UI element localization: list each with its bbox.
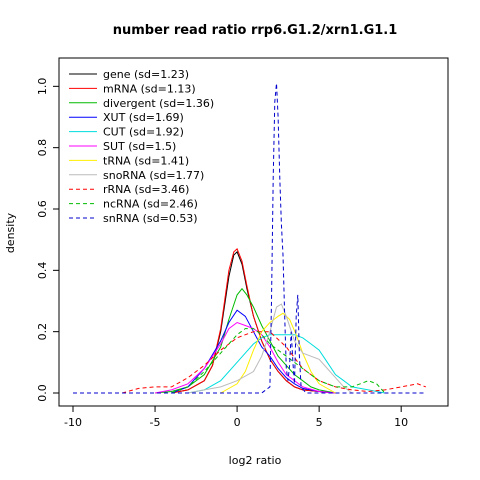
legend-label: snRNA (sd=0.53): [103, 212, 198, 225]
legend-label: gene (sd=1.23): [103, 68, 189, 81]
series-line-7: [187, 303, 353, 394]
plot-frame: [58, 57, 449, 407]
y-tick-label: 0.4: [36, 262, 49, 280]
series-layer: [73, 83, 426, 394]
legend-label: rRNA (sd=3.46): [103, 183, 189, 196]
axis-ticks: -10 -5 0 5 10 0.0 0.2 0.4 0.6 0.8 1.0: [36, 78, 408, 429]
x-tick-label: 5: [316, 416, 323, 429]
y-tick-label: 0.6: [36, 200, 49, 218]
y-axis-label: density: [4, 212, 17, 253]
legend-label: XUT (sd=1.69): [103, 111, 184, 124]
series-line-4: [187, 334, 385, 394]
series-line-3: [171, 309, 336, 394]
series-line-6: [220, 312, 336, 394]
x-tick-label: -10: [64, 416, 82, 429]
y-tick-label: 0.0: [36, 384, 49, 402]
series-line-8: [122, 331, 426, 394]
legend: gene (sd=1.23)mRNA (sd=1.13) divergent (s…: [69, 68, 214, 225]
y-tick-label: 1.0: [36, 78, 49, 96]
legend-label: mRNA (sd=1.13): [103, 82, 196, 95]
chart-title: number read ratio rrp6.G1.2/xrn1.G1.1: [113, 23, 398, 38]
series-line-10: [73, 83, 426, 394]
legend-label: snoRNA (sd=1.77): [103, 169, 204, 182]
series-line-1: [171, 248, 336, 394]
legend-label: tRNA (sd=1.41): [103, 154, 189, 167]
series-line-9: [171, 328, 386, 394]
legend-label: divergent (sd=1.36): [103, 97, 214, 110]
y-tick-label: 0.8: [36, 139, 49, 157]
x-tick-label: -5: [150, 416, 161, 429]
legend-label: SUT (sd=1.5): [103, 140, 176, 153]
x-axis-label: log2 ratio: [229, 454, 282, 467]
legend-label: CUT (sd=1.92): [103, 126, 184, 139]
x-tick-label: 0: [234, 416, 241, 429]
series-line-2: [154, 287, 336, 394]
series-line-5: [154, 321, 336, 394]
legend-label: ncRNA (sd=2.46): [103, 198, 198, 211]
y-tick-label: 0.2: [36, 323, 49, 341]
x-tick-label: 10: [394, 416, 408, 429]
